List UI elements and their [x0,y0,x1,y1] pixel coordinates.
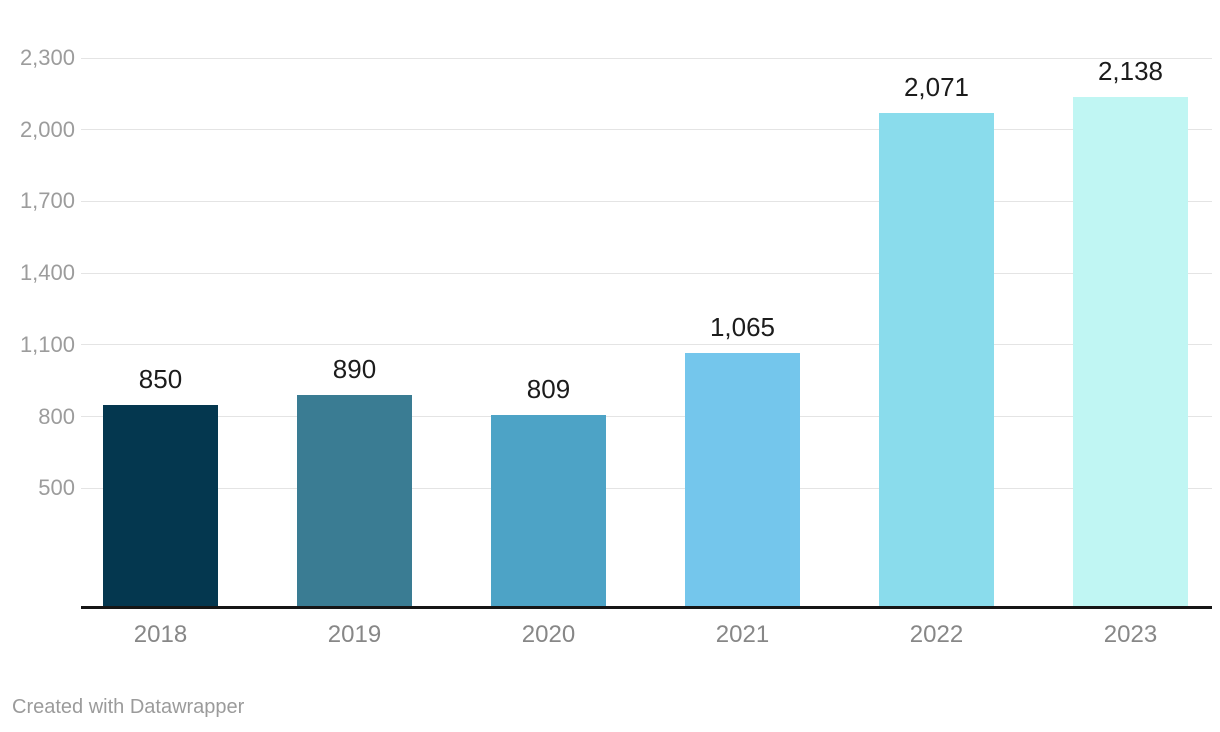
y-axis-tick-label: 1,400 [19,260,75,286]
y-axis-tick-label: 1,100 [19,331,75,357]
x-axis-baseline [81,606,1212,609]
bar-value-label: 2,071 [903,71,970,102]
bar-value-label: 890 [332,354,377,385]
gridline [81,487,1212,489]
y-axis-tick-label: 2,000 [19,116,75,142]
gridline [81,344,1212,346]
bar-2018[interactable] [103,404,218,606]
attribution-text: Created with Datawrapper [12,696,245,718]
bar-value-label: 809 [526,373,571,404]
x-axis-tick-label: 2018 [133,621,188,648]
bar-2019[interactable] [297,395,412,606]
bar-2021[interactable] [685,353,800,606]
gridline [81,272,1212,274]
y-axis-tick-label: 800 [38,403,75,429]
x-axis-tick-label: 2020 [521,621,576,648]
bar-2022[interactable] [879,112,994,606]
x-axis-tick-label: 2023 [1103,621,1158,648]
y-axis-tick-label: 1,700 [19,188,75,214]
y-axis-tick-label: 2,300 [19,45,75,70]
bar-value-label: 850 [138,363,183,394]
gridline [81,129,1212,131]
gridline [81,57,1212,59]
bar-value-label: 2,138 [1097,55,1164,86]
x-axis-tick-label: 2019 [327,621,382,648]
x-axis-tick-label: 2021 [715,621,770,648]
bar-2020[interactable] [491,414,606,606]
bar-2023[interactable] [1073,96,1188,606]
bar-value-label: 1,065 [709,312,776,343]
y-axis-tick-label: 500 [38,475,75,501]
gridline [81,416,1212,418]
x-axis-tick-label: 2022 [909,621,964,648]
gridline [81,200,1212,202]
